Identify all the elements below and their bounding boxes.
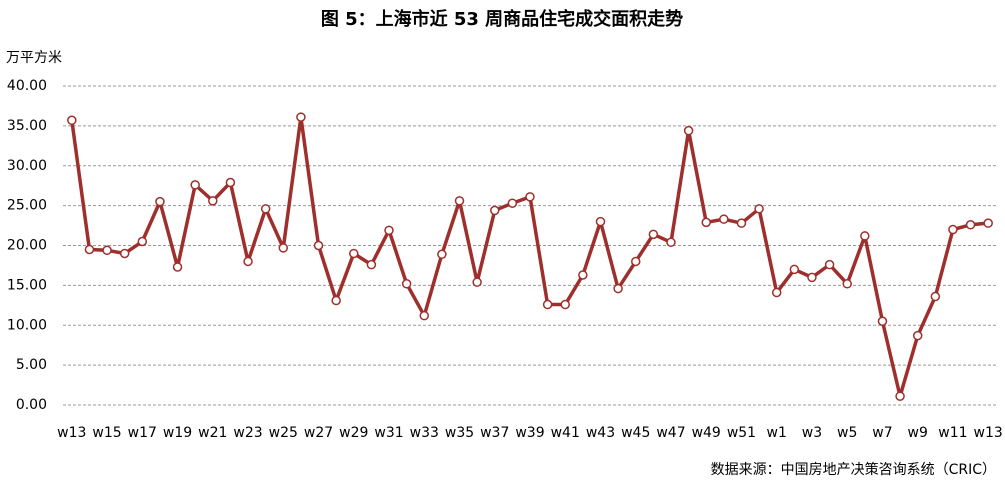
data-point — [419, 310, 430, 321]
data-point — [331, 295, 341, 306]
data-point — [437, 249, 447, 260]
data-point — [313, 240, 324, 251]
data-point — [102, 245, 112, 256]
x-tick-label: w27 — [304, 425, 333, 441]
data-point — [472, 277, 482, 287]
x-tick-label: w35 — [445, 425, 474, 441]
x-tick-label: w43 — [586, 425, 615, 441]
data-point — [648, 229, 659, 240]
data-point — [860, 231, 870, 241]
data-point — [842, 279, 852, 289]
y-tick-label: 30.00 — [7, 158, 47, 174]
data-point — [296, 112, 306, 122]
data-point — [190, 180, 200, 190]
data-point — [155, 196, 165, 207]
data-point — [701, 217, 711, 228]
data-point — [930, 291, 941, 302]
x-tick-label: w13 — [974, 425, 1003, 441]
x-tick-label: w17 — [128, 425, 157, 441]
x-tick-label: w49 — [692, 425, 721, 441]
x-tick-label: w23 — [233, 425, 262, 441]
data-point — [260, 204, 271, 214]
x-tick-label: w5 — [837, 425, 857, 441]
x-tick-label: w29 — [339, 425, 368, 441]
data-point — [172, 262, 183, 272]
x-tick-label: w39 — [515, 425, 544, 441]
x-tick-label: w45 — [621, 425, 650, 441]
x-tick-label: w41 — [551, 425, 580, 441]
data-point — [895, 391, 905, 401]
data-point — [789, 264, 800, 275]
data-point — [666, 237, 676, 248]
x-tick-label: w51 — [727, 425, 756, 441]
data-point — [736, 218, 747, 228]
y-tick-label: 5.00 — [16, 357, 47, 373]
x-tick-label: w37 — [480, 425, 509, 441]
data-point — [525, 192, 535, 202]
data-point — [84, 244, 95, 255]
x-tick-label: w21 — [198, 425, 227, 441]
y-tick-label: 10.00 — [7, 317, 47, 333]
data-point — [877, 316, 888, 327]
data-point — [349, 248, 359, 259]
data-point — [119, 248, 130, 259]
chart-title: 图 5：上海市近 53 周商品住宅成交面积走势 — [321, 8, 683, 30]
data-point — [384, 225, 394, 236]
data-point — [137, 236, 148, 247]
y-tick-label: 25.00 — [7, 198, 47, 214]
data-point — [67, 115, 77, 126]
data-point — [824, 259, 835, 270]
data-point — [630, 256, 641, 267]
data-point — [366, 259, 377, 270]
data-point — [613, 283, 623, 294]
x-tick-label: w11 — [938, 425, 967, 441]
data-point — [225, 177, 236, 188]
y-axis-label: 万平方米 — [6, 50, 62, 66]
data-point — [912, 330, 923, 341]
data-point — [754, 204, 764, 214]
data-point — [965, 220, 976, 230]
x-tick-label: w25 — [269, 425, 298, 441]
data-line — [70, 115, 989, 398]
data-point — [507, 198, 518, 208]
source-note: 数据来源：中国房地产决策咨询系统（CRIC） — [711, 461, 996, 478]
x-tick-label: w31 — [374, 425, 403, 441]
data-point — [560, 299, 570, 310]
data-point — [243, 256, 253, 267]
x-tick-label: w9 — [908, 425, 928, 441]
x-tick-label: w7 — [872, 425, 892, 441]
y-tick-label: 40.00 — [7, 78, 47, 94]
data-point — [948, 224, 958, 235]
data-point — [490, 205, 500, 216]
y-tick-label: 35.00 — [7, 118, 47, 134]
data-point — [807, 272, 817, 283]
data-point — [578, 270, 588, 280]
y-tick-label: 20.00 — [7, 238, 47, 254]
data-point — [278, 243, 289, 253]
x-tick-label: w1 — [767, 425, 787, 441]
y-tick-label: 0.00 — [16, 397, 47, 413]
x-tick-label: w33 — [410, 425, 439, 441]
x-tick-label: w47 — [656, 425, 685, 441]
data-point — [683, 125, 694, 136]
data-point — [401, 279, 412, 289]
data-point — [983, 218, 993, 228]
data-point — [454, 196, 465, 206]
x-tick-label: w19 — [163, 425, 192, 441]
x-tick-label: w13 — [57, 425, 86, 441]
data-point — [595, 216, 606, 227]
data-point — [542, 299, 553, 310]
data-point — [771, 287, 782, 298]
data-point — [208, 196, 218, 206]
y-tick-label: 15.00 — [7, 277, 47, 293]
x-tick-label: w3 — [802, 425, 822, 441]
x-tick-label: w15 — [92, 425, 121, 441]
data-point — [719, 214, 729, 224]
